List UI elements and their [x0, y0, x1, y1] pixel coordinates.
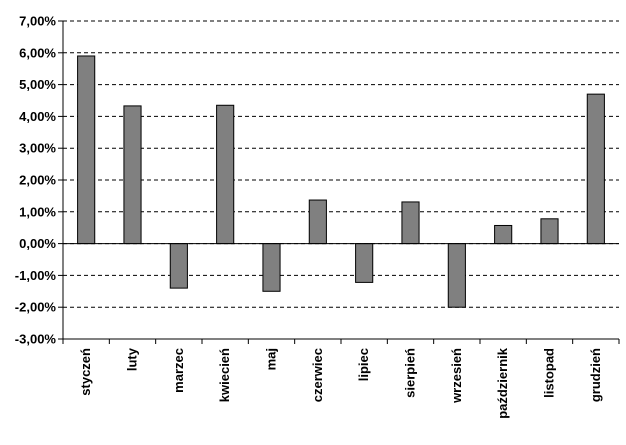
x-tick-label: kwiecień: [217, 348, 232, 402]
y-tick-label: 4,00%: [19, 109, 56, 124]
x-tick-label: maj: [264, 348, 279, 370]
y-tick-label: -1,00%: [15, 268, 57, 283]
x-tick-label: grudzień: [588, 348, 603, 402]
x-tick-label: listopad: [542, 348, 557, 398]
bar-4: [262, 243, 281, 292]
bar-0: [77, 55, 96, 245]
x-tick-label: lipiec: [356, 348, 371, 381]
x-tick-label: sierpień: [403, 348, 418, 398]
y-tick-label: 5,00%: [19, 77, 56, 92]
y-tick-labels: 7,00% 6,00% 5,00% 4,00% 3,00% 2,00% 1,00% 0,00%…: [15, 14, 57, 347]
x-tick-labels: styczeń luty marzec kwiecień maj czerwiec lipi…: [78, 347, 603, 419]
bar-6: [355, 243, 374, 283]
bar-1: [123, 105, 142, 245]
y-tick-label: 1,00%: [19, 204, 56, 219]
bar-2: [169, 243, 188, 289]
axes: [58, 20, 620, 344]
y-tick-label: 7,00%: [19, 14, 56, 29]
x-tick-label: marzec: [171, 348, 186, 393]
bar-8: [447, 243, 466, 308]
bar-3: [216, 104, 235, 245]
bar-7: [401, 201, 420, 245]
y-tick-label: 2,00%: [19, 173, 56, 188]
x-tick-label: czerwiec: [310, 348, 325, 402]
x-tick-label: październik: [495, 347, 510, 419]
y-tick-label: -2,00%: [15, 300, 57, 315]
y-tick-label: -3,00%: [15, 332, 57, 347]
x-tick-label: wrzesień: [449, 348, 464, 404]
bar-5: [308, 199, 327, 245]
bars: [77, 55, 605, 308]
y-tick-label: 6,00%: [19, 45, 56, 60]
gridlines: [63, 20, 619, 308]
x-tick-label: luty: [125, 347, 140, 371]
bar-9: [494, 224, 513, 245]
y-tick-label: 3,00%: [19, 141, 56, 156]
bar-11: [586, 93, 605, 245]
x-tick-label: styczeń: [78, 348, 93, 396]
bar-10: [540, 218, 559, 245]
y-tick-label: 0,00%: [19, 236, 56, 251]
